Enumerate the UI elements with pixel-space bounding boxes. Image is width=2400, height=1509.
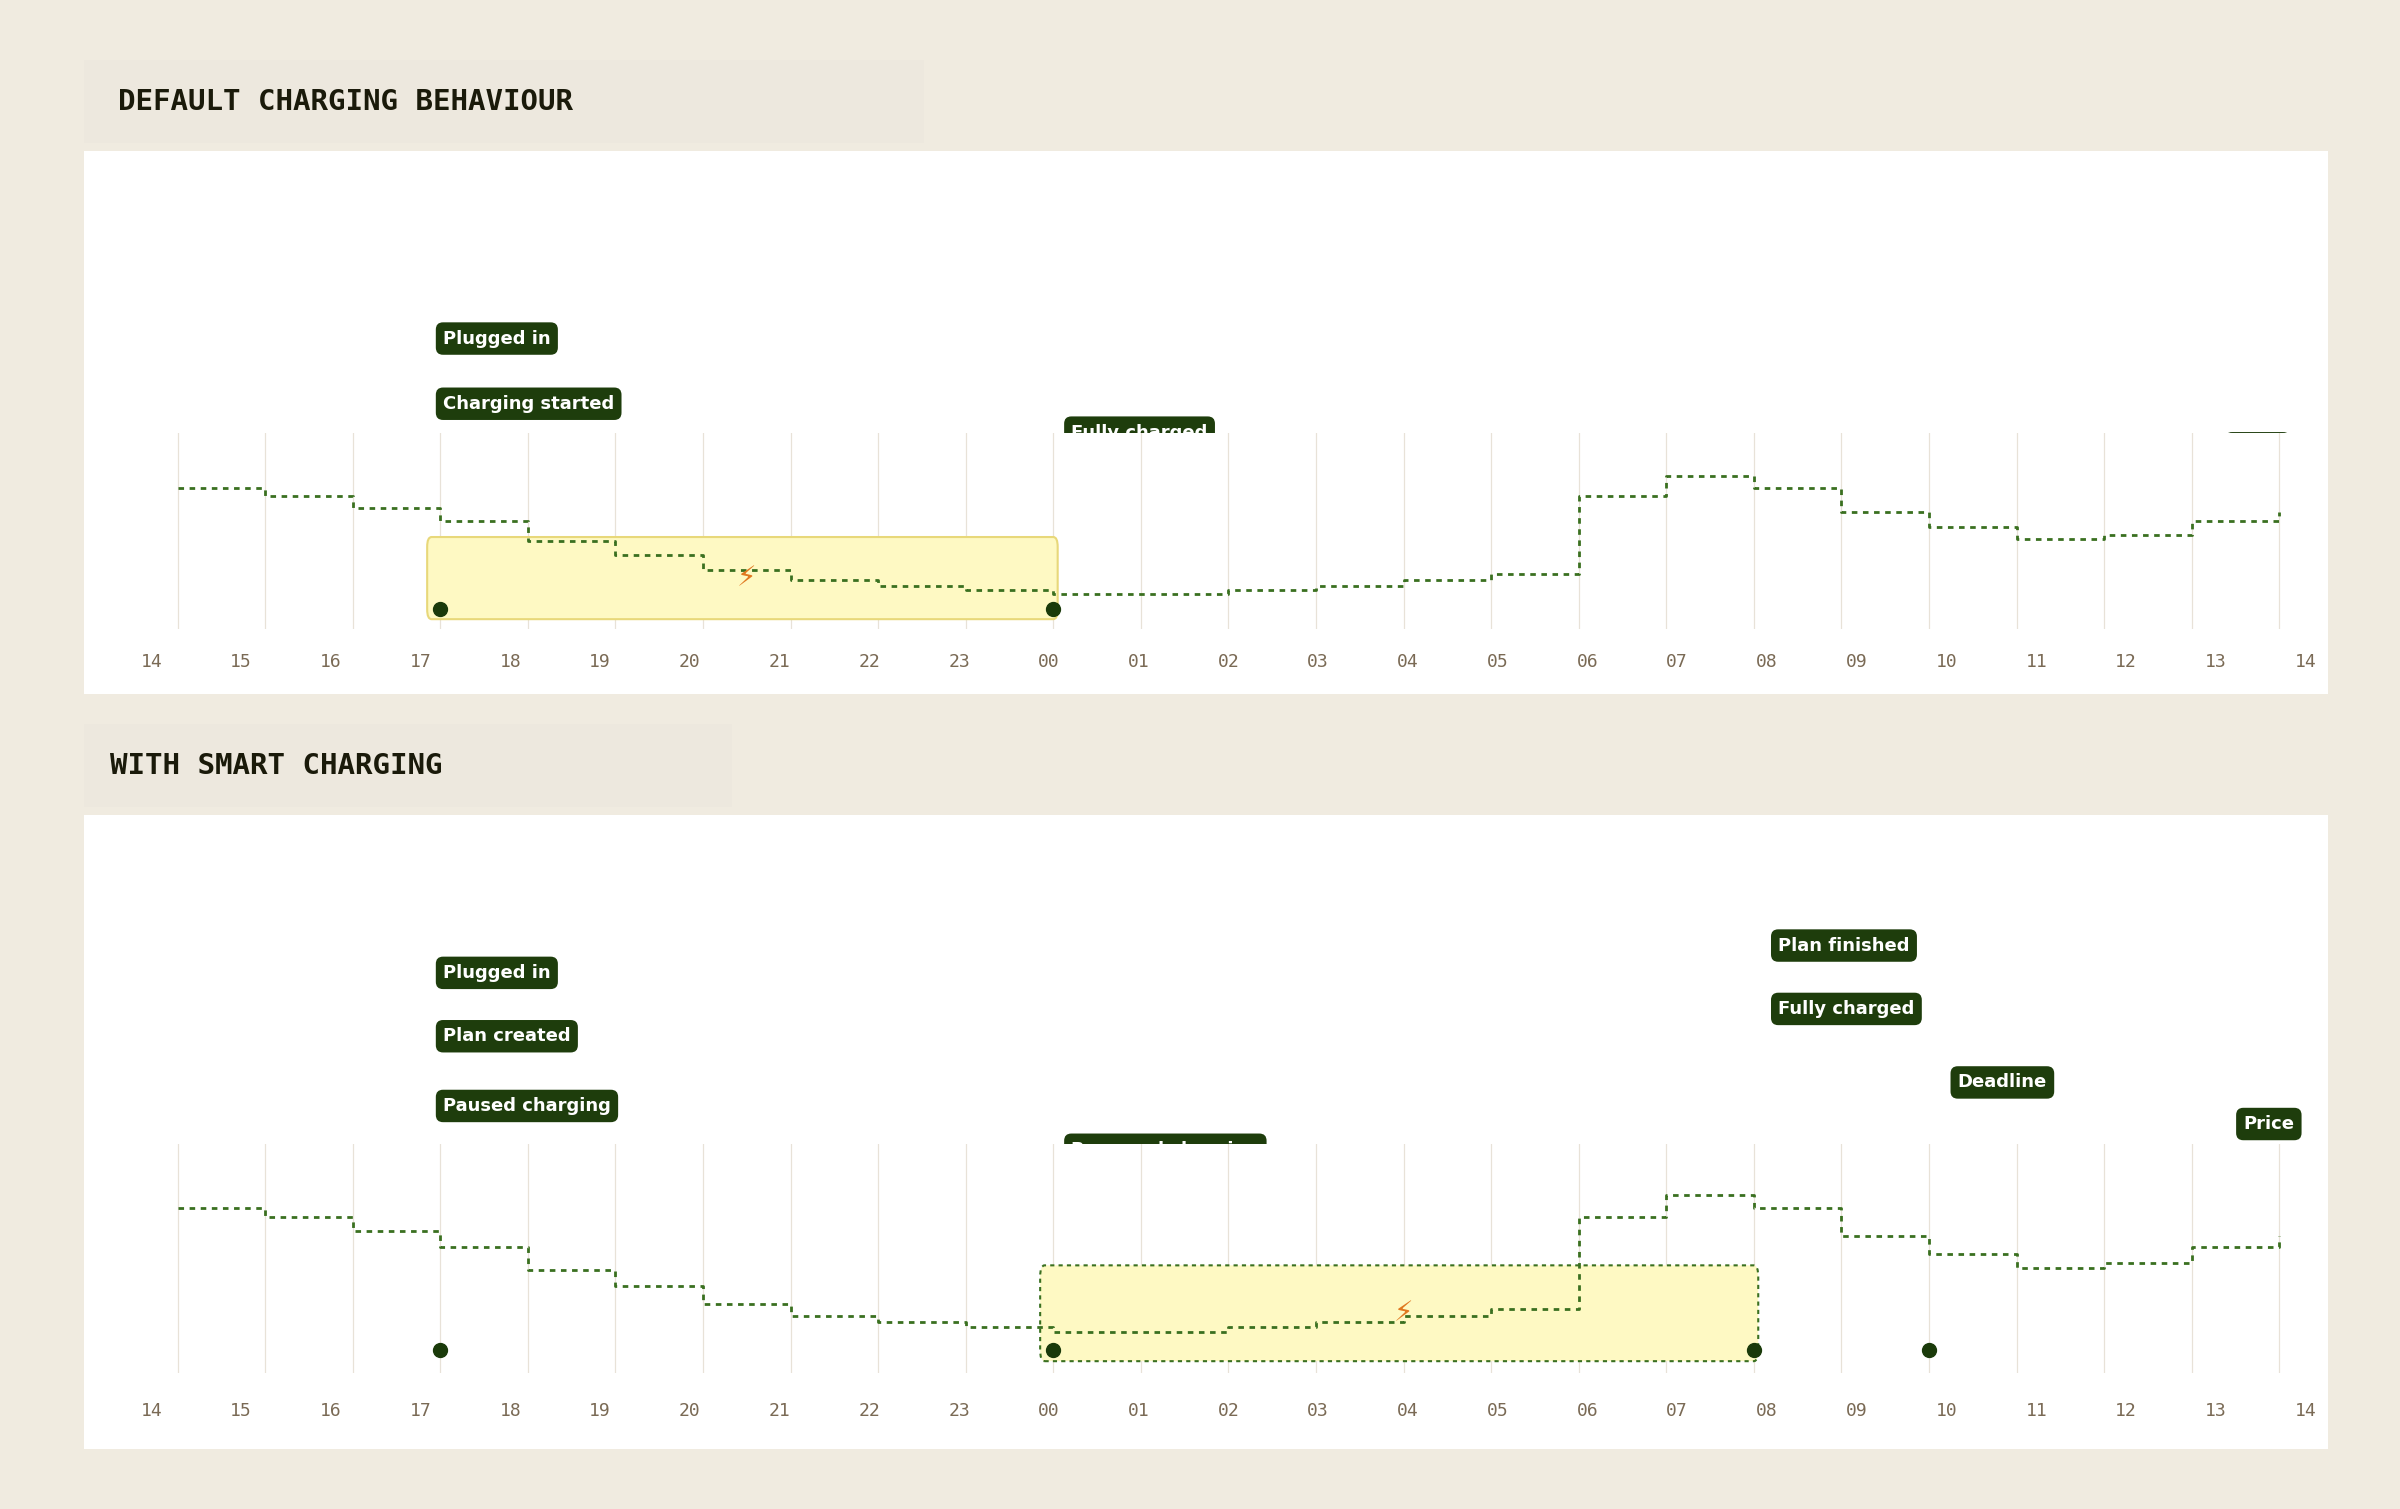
Text: 18: 18 [499, 1402, 521, 1420]
Text: Plugged in: Plugged in [444, 964, 550, 982]
Text: Paused charging: Paused charging [444, 1097, 612, 1115]
Text: Fully charged: Fully charged [1778, 1000, 1915, 1019]
Text: 19: 19 [590, 1402, 612, 1420]
Text: 22: 22 [859, 652, 881, 670]
Text: 02: 02 [1217, 652, 1238, 670]
Text: 06: 06 [1577, 652, 1598, 670]
Text: ⚡: ⚡ [1394, 1299, 1414, 1328]
Text: 11: 11 [2026, 652, 2047, 670]
Text: Fully charged: Fully charged [1070, 424, 1207, 442]
FancyBboxPatch shape [1039, 1266, 1759, 1361]
Text: 16: 16 [319, 1402, 341, 1420]
Text: 01: 01 [1128, 1402, 1150, 1420]
FancyBboxPatch shape [67, 810, 2345, 1453]
Text: 12: 12 [2114, 1402, 2136, 1420]
Text: 10: 10 [1937, 652, 1958, 670]
Text: 17: 17 [410, 652, 432, 670]
Text: 09: 09 [1846, 652, 1867, 670]
Text: 23: 23 [948, 652, 970, 670]
Text: WITH SMART CHARGING: WITH SMART CHARGING [110, 751, 442, 780]
Text: 04: 04 [1397, 1402, 1418, 1420]
Text: ⚡: ⚡ [737, 564, 756, 592]
Text: 02: 02 [1217, 1402, 1238, 1420]
Text: 13: 13 [2206, 1402, 2227, 1420]
Text: 09: 09 [1846, 1402, 1867, 1420]
Text: 16: 16 [319, 652, 341, 670]
Text: 19: 19 [590, 652, 612, 670]
Text: Resumed charging: Resumed charging [1070, 1141, 1260, 1159]
Text: 20: 20 [679, 1402, 701, 1420]
Text: 13: 13 [2206, 652, 2227, 670]
Text: Plan created: Plan created [444, 1028, 571, 1046]
Text: 08: 08 [1757, 652, 1778, 670]
Text: Deadline: Deadline [1958, 1073, 2047, 1091]
Text: 01: 01 [1128, 652, 1150, 670]
Text: 03: 03 [1308, 652, 1330, 670]
Text: 18: 18 [499, 652, 521, 670]
Text: 14: 14 [2294, 652, 2316, 670]
FancyBboxPatch shape [77, 727, 739, 804]
Text: Price: Price [2232, 439, 2282, 457]
Text: 21: 21 [768, 652, 790, 670]
Text: 15: 15 [230, 652, 252, 670]
Text: 15: 15 [230, 1402, 252, 1420]
Text: 07: 07 [1666, 1402, 1687, 1420]
Text: 00: 00 [1039, 1402, 1061, 1420]
Text: 08: 08 [1757, 1402, 1778, 1420]
Text: 17: 17 [410, 1402, 432, 1420]
Text: DEFAULT CHARGING BEHAVIOUR: DEFAULT CHARGING BEHAVIOUR [118, 88, 574, 116]
FancyBboxPatch shape [427, 537, 1058, 619]
Text: 04: 04 [1397, 652, 1418, 670]
Text: Price: Price [2244, 1115, 2294, 1133]
Text: 14: 14 [142, 1402, 163, 1420]
Text: 22: 22 [859, 1402, 881, 1420]
Text: 20: 20 [679, 652, 701, 670]
FancyBboxPatch shape [67, 146, 2345, 699]
Text: Plugged in: Plugged in [444, 329, 550, 347]
Text: 07: 07 [1666, 652, 1687, 670]
Text: Charging started: Charging started [444, 395, 614, 413]
Text: 11: 11 [2026, 1402, 2047, 1420]
Text: 05: 05 [1488, 1402, 1510, 1420]
Text: Plan finished: Plan finished [1778, 937, 1910, 955]
Text: 10: 10 [1937, 1402, 1958, 1420]
FancyBboxPatch shape [77, 63, 931, 140]
Text: 05: 05 [1488, 652, 1510, 670]
Text: 14: 14 [2294, 1402, 2316, 1420]
Text: 03: 03 [1308, 1402, 1330, 1420]
Text: 23: 23 [948, 1402, 970, 1420]
Text: 21: 21 [768, 1402, 790, 1420]
Text: 00: 00 [1039, 652, 1061, 670]
Text: 12: 12 [2114, 652, 2136, 670]
Text: 14: 14 [142, 652, 163, 670]
Text: 06: 06 [1577, 1402, 1598, 1420]
